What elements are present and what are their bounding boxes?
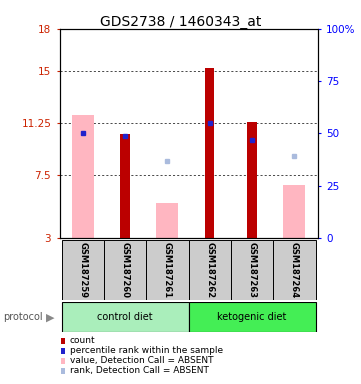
- Text: GSM187259: GSM187259: [78, 242, 87, 298]
- Text: ketogenic diet: ketogenic diet: [217, 312, 287, 322]
- Text: GSM187263: GSM187263: [248, 242, 257, 298]
- Text: percentile rank within the sample: percentile rank within the sample: [70, 346, 223, 356]
- Text: protocol: protocol: [4, 312, 43, 322]
- Bar: [121, 134, 130, 238]
- Bar: [189, 302, 316, 332]
- Bar: [247, 122, 257, 238]
- Bar: [72, 115, 94, 238]
- Text: GSM187260: GSM187260: [121, 242, 130, 298]
- Text: GSM187262: GSM187262: [205, 242, 214, 298]
- Bar: [231, 240, 273, 300]
- Bar: [189, 240, 231, 300]
- Text: rank, Detection Call = ABSENT: rank, Detection Call = ABSENT: [70, 366, 209, 376]
- Text: GSM187261: GSM187261: [163, 242, 172, 298]
- Bar: [146, 240, 189, 300]
- Bar: [62, 240, 104, 300]
- Bar: [104, 240, 146, 300]
- Text: count: count: [70, 336, 95, 346]
- Text: GDS2738 / 1460343_at: GDS2738 / 1460343_at: [100, 15, 261, 28]
- Bar: [273, 240, 316, 300]
- Bar: [205, 68, 214, 238]
- Bar: [62, 302, 189, 332]
- Text: value, Detection Call = ABSENT: value, Detection Call = ABSENT: [70, 356, 213, 366]
- Bar: [283, 185, 305, 238]
- Bar: [156, 203, 178, 238]
- Text: ▶: ▶: [45, 312, 54, 322]
- Text: control diet: control diet: [97, 312, 153, 322]
- Text: GSM187264: GSM187264: [290, 242, 299, 298]
